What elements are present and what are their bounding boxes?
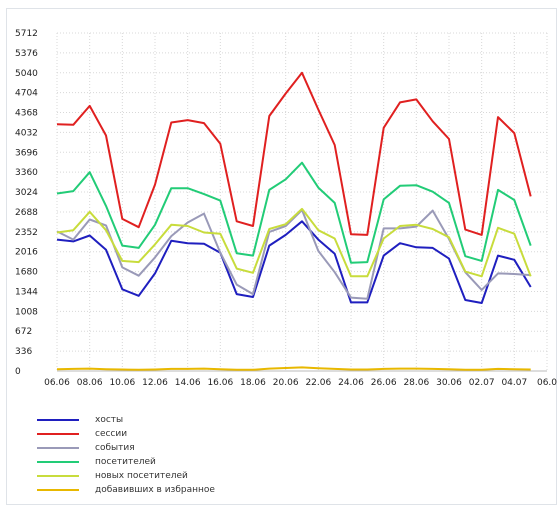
- x-tick-label: 20.06: [273, 378, 299, 388]
- x-axis: 06.06 08.06 10.06 12.06 14.06 16.06 18.06 20.06…: [44, 370, 557, 388]
- y-tick-label: 672: [15, 327, 32, 337]
- y-tick-label: 5376: [15, 49, 38, 59]
- x-tick-label: 28.06: [403, 378, 429, 388]
- x-tick-label: 12.06: [142, 378, 168, 388]
- series-line: [56, 71, 532, 236]
- series-lines: [56, 71, 532, 371]
- legend-label: хосты: [95, 415, 124, 425]
- legend-item: хосты: [37, 413, 215, 427]
- y-tick-label: 4368: [15, 109, 38, 119]
- legend-swatch: [37, 433, 79, 435]
- legend-swatch: [37, 461, 79, 463]
- legend-item: сессии: [37, 427, 215, 441]
- series-line: [56, 366, 531, 371]
- y-axis: 0 336 672 1008 1344 1680 2016 2352 2688 3024 3360 3…: [15, 29, 38, 377]
- y-tick-label: 4032: [15, 128, 38, 138]
- x-tick-label: 08.06: [77, 378, 103, 388]
- x-tick-label: 18.06: [240, 378, 266, 388]
- x-tick-label: 06.0: [537, 378, 557, 388]
- legend-label: новых посетителей: [95, 471, 188, 481]
- y-tick-label: 2352: [15, 228, 38, 238]
- y-tick-label: 0: [15, 367, 21, 377]
- x-tick-label: 30.06: [436, 378, 462, 388]
- series-line: [56, 161, 532, 264]
- y-tick-label: 5040: [15, 69, 38, 79]
- y-tick-label: 3024: [15, 188, 38, 198]
- y-tick-label: 1008: [15, 307, 38, 317]
- y-tick-label: 2688: [15, 208, 38, 218]
- x-tick-label: 24.06: [338, 378, 364, 388]
- legend-label: посетителей: [95, 457, 156, 467]
- x-tick-label: 22.06: [305, 378, 331, 388]
- legend-label: сессии: [95, 429, 128, 439]
- x-tick-label: 04.07: [501, 378, 527, 388]
- x-tick-label: 10.06: [109, 378, 135, 388]
- legend-swatch: [37, 475, 79, 477]
- gridlines: [56, 32, 548, 372]
- legend-swatch: [37, 447, 79, 449]
- legend-item: добавивших в избранное: [37, 483, 215, 497]
- y-tick-label: 336: [15, 347, 32, 357]
- x-tick-label: 16.06: [207, 378, 233, 388]
- legend-swatch: [37, 489, 79, 491]
- y-tick-label: 5712: [15, 29, 38, 39]
- x-tick-label: 06.06: [44, 378, 70, 388]
- y-tick-label: 1344: [15, 287, 38, 297]
- x-tick-label: 02.07: [469, 378, 495, 388]
- chart-panel: 0 336 672 1008 1344 1680 2016 2352 2688 3024 3360 3…: [6, 8, 557, 505]
- y-tick-label: 1680: [15, 268, 38, 278]
- legend-item: новых посетителей: [37, 469, 215, 483]
- y-tick-label: 3360: [15, 168, 38, 178]
- y-tick-label: 3696: [15, 148, 38, 158]
- series-line: [56, 207, 532, 278]
- legend-label: добавивших в избранное: [95, 485, 215, 495]
- legend-label: события: [95, 443, 135, 453]
- legend-item: посетителей: [37, 455, 215, 469]
- series-line: [56, 220, 532, 304]
- legend-item: события: [37, 441, 215, 455]
- x-tick-label: 14.06: [175, 378, 201, 388]
- x-tick-label: 26.06: [371, 378, 397, 388]
- y-tick-label: 2016: [15, 248, 38, 258]
- legend-swatch: [37, 419, 79, 421]
- legend: хосты сессии события посетителей новых посет…: [37, 413, 215, 497]
- y-tick-label: 4704: [15, 89, 38, 99]
- line-chart: 0 336 672 1008 1344 1680 2016 2352 2688 3024 3360 3…: [15, 29, 557, 388]
